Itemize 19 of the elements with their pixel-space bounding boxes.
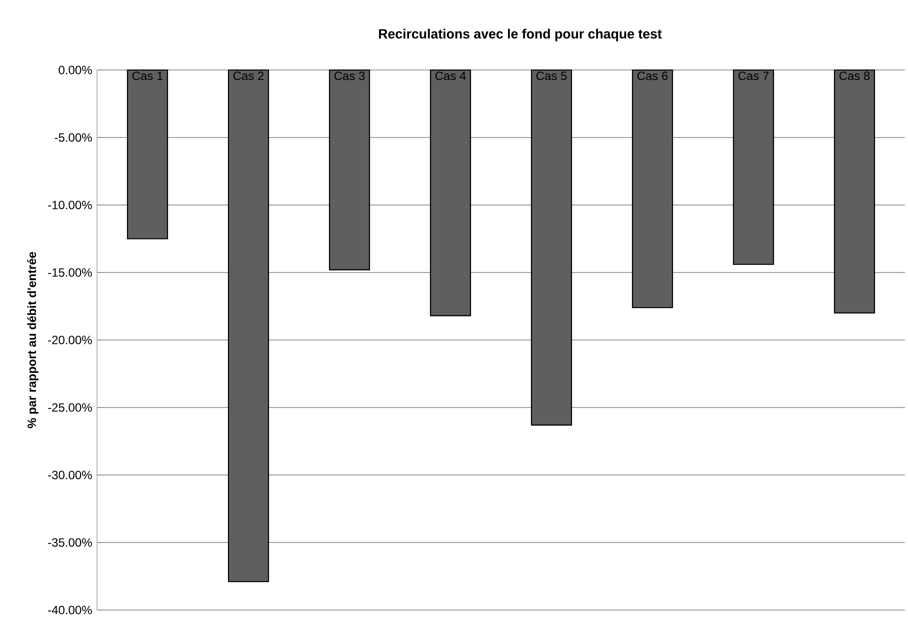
x-tick-label: Cas 5 xyxy=(536,72,567,80)
x-tick-label: Cas 7 xyxy=(738,72,769,80)
y-tick-label: -10.00% xyxy=(48,200,92,210)
x-tick-label: Cas 4 xyxy=(435,72,466,80)
y-tick-label: -30.00% xyxy=(48,470,92,480)
x-tick-label: Cas 8 xyxy=(839,72,870,80)
y-tick-label: -5.00% xyxy=(54,133,92,142)
chart-title: Recirculations avec le fond pour chaque test xyxy=(379,28,662,42)
y-tick-label: -35.00% xyxy=(48,538,92,547)
x-tick-label: Cas 2 xyxy=(233,72,264,80)
y-tick-label: -20.00% xyxy=(48,336,92,344)
y-tick-label: -15.00% xyxy=(48,268,92,277)
y-tick-label: 0.00% xyxy=(58,66,92,74)
x-tick-label: Cas 1 xyxy=(132,72,163,80)
y-tick-label: -25.00% xyxy=(48,403,92,412)
x-tick-label: Cas 3 xyxy=(334,72,365,80)
x-tick-label: Cas 6 xyxy=(637,72,668,80)
y-axis-title: % par rapport au débit d'entrée xyxy=(27,252,38,428)
y-tick-label: -40.00% xyxy=(48,606,92,614)
